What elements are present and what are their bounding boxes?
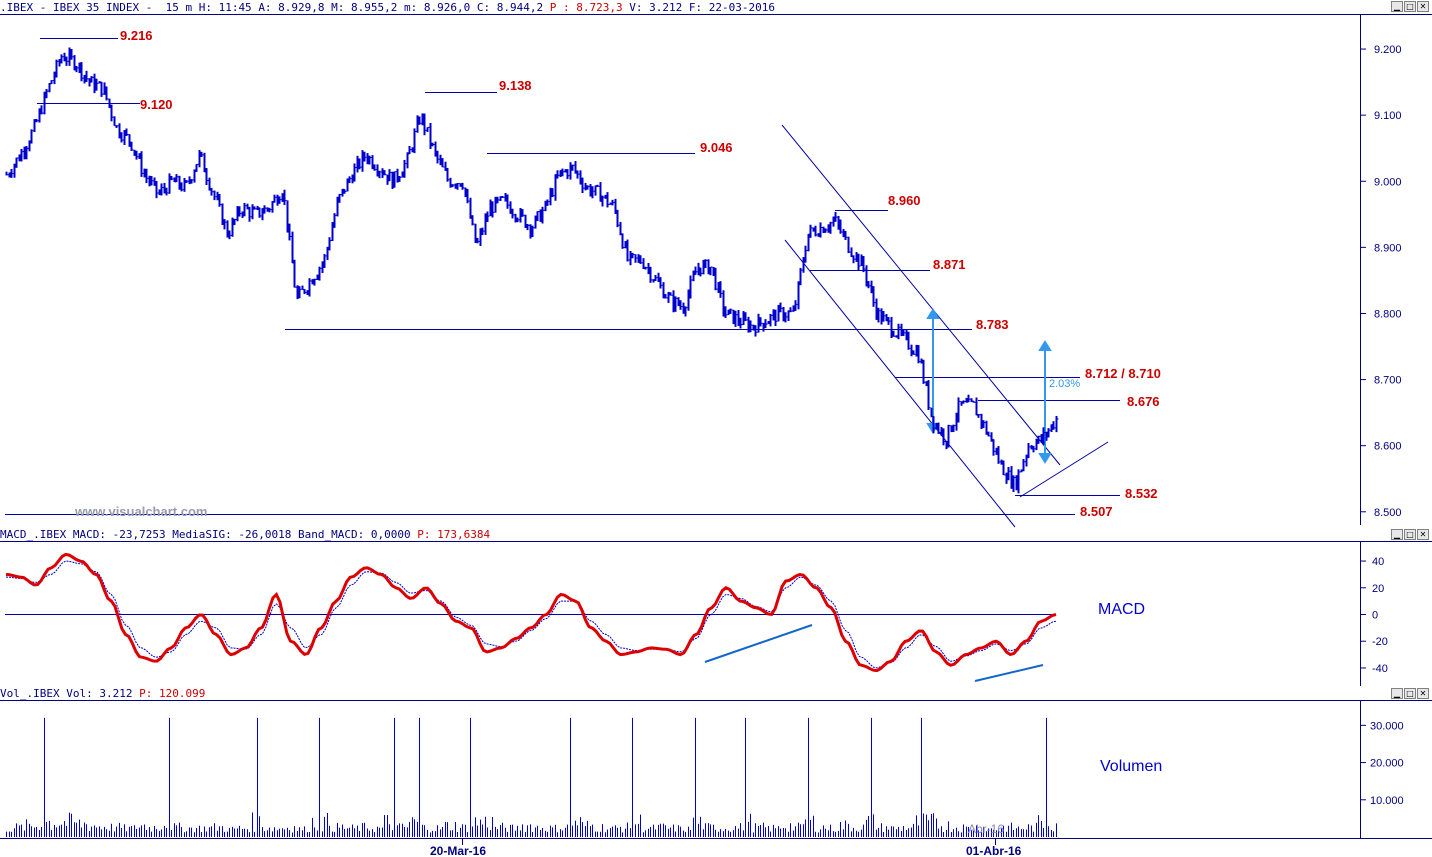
level-labels: 9.216 9.120 9.138 9.046 8.960 8.871 8.78… — [120, 28, 1161, 519]
vol-close-button[interactable]: ✕ — [1417, 688, 1429, 699]
price-header: .IBEX - IBEX 35 INDEX - 15 m H: 11:45 A:… — [0, 1, 775, 14]
price-y-tick-label: 8.500 — [1374, 507, 1402, 519]
macd-signal: MediaSIG: -26,0018 — [172, 528, 292, 541]
level-label-8712: 8.712 / 8.710 — [1085, 366, 1161, 381]
macd-maximize-button[interactable]: □ — [1404, 529, 1416, 540]
arrow-left-head-top — [926, 308, 940, 319]
macd-divergence-1 — [704, 624, 813, 663]
pct-label: 2.03% — [1049, 378, 1080, 390]
price-maximize-button[interactable]: □ — [1404, 1, 1416, 12]
measure-arrows — [926, 308, 1052, 464]
trend-lines — [781, 124, 1109, 528]
price-minimize-button[interactable]: ▁ — [1391, 1, 1403, 12]
macd-value: MACD: -23,7253 — [72, 528, 166, 541]
macd-y-tick-label: 20 — [1372, 583, 1384, 595]
open: A: 8.929,8 — [258, 1, 325, 14]
volume-y-tick-label: 30.000 — [1370, 720, 1404, 732]
level-label-9046: 9.046 — [700, 140, 733, 155]
price-y-tick-label: 8.600 — [1374, 441, 1402, 453]
level-label-8871: 8.871 — [933, 257, 966, 272]
vol-maximize-button[interactable]: □ — [1404, 688, 1416, 699]
price-y-tick-label: 8.900 — [1374, 242, 1402, 254]
support-rising-line — [1019, 441, 1109, 498]
x-tick-2: 01-Abr-16 — [966, 844, 1022, 857]
volume: V: 3.212 — [629, 1, 683, 14]
price-y-tick-label: 9.000 — [1374, 176, 1402, 188]
frame — [0, 14, 1432, 839]
volume-y-tick-label: 10.000 — [1370, 795, 1404, 807]
vol-p: P: 120.099 — [139, 687, 206, 700]
macd-p: P: 173,6384 — [417, 528, 491, 541]
low: m: 8.926,0 — [404, 1, 471, 14]
price-y-tick-label: 9.200 — [1374, 44, 1402, 56]
interval: 15 m — [165, 1, 193, 14]
level-label-8960: 8.960 — [888, 193, 921, 208]
vol-value: Vol: 3.212 — [66, 687, 133, 700]
channel-lower-line — [784, 239, 1016, 528]
macd-divergence-2 — [974, 664, 1044, 682]
price-close-button[interactable]: ✕ — [1417, 1, 1429, 12]
level-label-8507: 8.507 — [1080, 504, 1113, 519]
vol-name: Vol_.IBEX — [0, 687, 60, 700]
x-axis: 20-Mar-16 01-Abr-16 — [430, 838, 1022, 857]
close: C: 8.944,2 — [476, 1, 544, 14]
horizontal-levels — [5, 38, 1120, 515]
arrow-right-head-bottom — [1038, 453, 1052, 464]
volume-title: Volumen — [1100, 758, 1162, 775]
price-y-axis: 9.200 9.100 9.000 8.900 8.800 8.700 8.600 8.500 — [1360, 44, 1402, 519]
macd-y-axis: 40 20 0 -20 -40 — [1360, 556, 1388, 675]
prev-close: P : 8.723,3 — [549, 1, 623, 14]
level-label-8676: 8.676 — [1127, 394, 1160, 409]
macd-y-tick-label: 40 — [1372, 556, 1384, 568]
macd-signal-line — [5, 560, 1057, 669]
level-label-9138: 9.138 — [499, 78, 532, 93]
level-label-8783: 8.783 — [976, 317, 1009, 332]
channel-upper-line — [781, 124, 1061, 466]
symbol: .IBEX - IBEX 35 INDEX - — [0, 1, 153, 14]
price-y-tick-label: 8.800 — [1374, 308, 1402, 320]
price-y-tick-label: 9.100 — [1374, 110, 1402, 122]
level-label-8532: 8.532 — [1125, 486, 1158, 501]
level-label-9120: 9.120 — [140, 97, 173, 112]
macd-y-tick-label: -40 — [1372, 663, 1388, 675]
hour: H: 11:45 — [198, 1, 252, 14]
price-y-tick-label: 8.700 — [1374, 375, 1402, 387]
macd-minimize-button[interactable]: ▁ — [1391, 529, 1403, 540]
macd-header: MACD_.IBEX MACD: -23,7253 MediaSIG: -26,… — [0, 528, 490, 541]
vol-minimize-button[interactable]: ▁ — [1391, 688, 1403, 699]
macd-name: MACD_.IBEX — [0, 528, 67, 541]
date: F: 22-03-2016 — [688, 1, 775, 14]
price-series — [5, 47, 1059, 494]
arrow-right-head-top — [1038, 340, 1052, 351]
abr-label: Abr-16 — [968, 822, 1004, 836]
vol-header: Vol_.IBEX Vol: 3.212 P: 120.099 — [0, 687, 205, 700]
watermark: www.visualchart.com — [74, 504, 207, 519]
macd-close-button[interactable]: ✕ — [1417, 529, 1429, 540]
volume-y-tick-label: 20.000 — [1370, 758, 1404, 770]
macd-band: Band_MACD: 0,0000 — [298, 528, 411, 541]
volume-y-axis: 30.000 20.000 10.000 — [1360, 720, 1404, 807]
macd-title: MACD — [1098, 601, 1145, 618]
macd-y-tick-label: -20 — [1372, 636, 1388, 648]
volume-series — [6, 717, 1057, 837]
macd-line — [5, 552, 1057, 673]
high: M: 8.955,2 — [331, 1, 398, 14]
macd-y-tick-label: 0 — [1372, 610, 1378, 622]
macd-divergence-lines — [704, 624, 1044, 682]
x-tick-1: 20-Mar-16 — [430, 844, 486, 857]
level-label-9216: 9.216 — [120, 28, 153, 43]
